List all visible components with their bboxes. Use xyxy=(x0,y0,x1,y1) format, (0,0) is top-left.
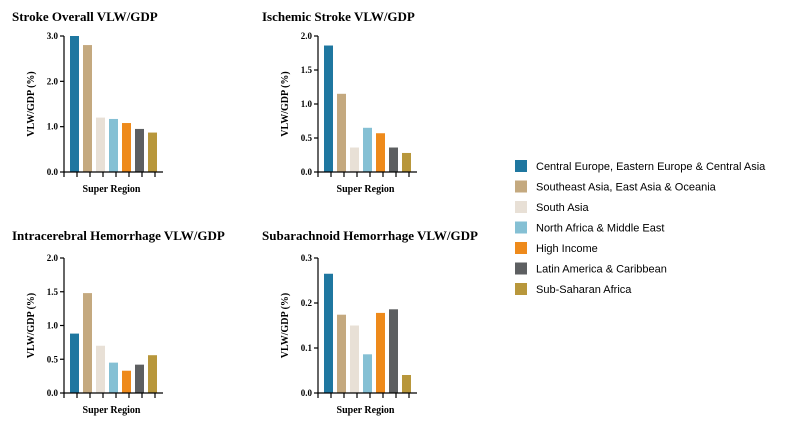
y-axis-label: VLW/GDP (%) xyxy=(26,71,37,136)
y-tick-label: 0.0 xyxy=(301,167,313,177)
legend-swatch xyxy=(515,242,527,254)
chart-3: Intracerebral Hemorrhage VLW/GDP 0.0 0.5 1.… xyxy=(12,228,225,416)
legend-item: Sub-Saharan Africa xyxy=(515,283,632,296)
bar-4 xyxy=(109,362,118,393)
bar-4 xyxy=(109,118,118,172)
bar-1 xyxy=(324,45,333,172)
bar-3 xyxy=(350,147,359,172)
bar-2 xyxy=(337,314,346,393)
charts-layer: Stroke Overall VLW/GDP 0.0 1.0 2.0 3.0 VLW/GD… xyxy=(12,9,478,416)
legend-swatch xyxy=(515,201,527,213)
legend-swatch xyxy=(515,160,527,172)
bar-3 xyxy=(96,345,105,393)
bar-5 xyxy=(122,123,131,172)
y-tick-label: 1.5 xyxy=(301,65,313,75)
bar-2 xyxy=(83,45,92,172)
chart-4: Subarachnoid Hemorrhage VLW/GDP 0.0 0.1 0.2… xyxy=(262,228,478,416)
bar-2 xyxy=(337,93,346,172)
y-tick-label: 0.1 xyxy=(301,343,313,353)
legend-item: Latin America & Caribbean xyxy=(515,262,667,276)
legend-label: South Asia xyxy=(536,202,589,214)
bar-6 xyxy=(135,364,144,393)
bar-3 xyxy=(96,117,105,172)
chart-title: Ischemic Stroke VLW/GDP xyxy=(262,9,415,24)
bar-6 xyxy=(389,147,398,172)
bar-3 xyxy=(350,325,359,393)
legend-swatch xyxy=(515,221,527,234)
legend-item: North Africa & Middle East xyxy=(515,221,664,235)
legend-label: Latin America & Caribbean xyxy=(536,264,667,276)
y-tick-label: 0.0 xyxy=(301,388,313,398)
y-tick-label: 1.5 xyxy=(47,287,59,297)
y-tick-label: 0.0 xyxy=(47,167,59,177)
bar-7 xyxy=(402,152,411,172)
bar-7 xyxy=(148,132,157,172)
bar-7 xyxy=(148,355,157,393)
y-tick-label: 1.0 xyxy=(47,122,59,132)
y-tick-label: 0.5 xyxy=(47,354,59,364)
legend-item: South Asia xyxy=(515,201,589,214)
legend: Central Europe, Eastern Europe & Central… xyxy=(515,160,766,296)
y-tick-label: 1.0 xyxy=(47,321,59,331)
legend-label: Central Europe, Eastern Europe & Central… xyxy=(536,161,766,173)
bar-1 xyxy=(70,333,79,393)
legend-label: Sub-Saharan Africa xyxy=(536,284,632,296)
y-tick-label: 0.5 xyxy=(301,133,313,143)
bar-1 xyxy=(70,36,79,172)
chart-title: Stroke Overall VLW/GDP xyxy=(12,9,158,24)
y-tick-label: 2.0 xyxy=(47,76,59,86)
bar-4 xyxy=(363,354,372,393)
legend-item: Southeast Asia, East Asia & Oceania xyxy=(515,180,717,194)
legend-item: High Income xyxy=(515,242,598,255)
bar-2 xyxy=(83,293,92,393)
legend-label: North Africa & Middle East xyxy=(536,223,664,235)
y-tick-label: 2.0 xyxy=(47,253,59,263)
x-axis-label: Super Region xyxy=(337,184,395,195)
bar-6 xyxy=(135,128,144,172)
bar-1 xyxy=(324,273,333,393)
bar-5 xyxy=(122,370,131,393)
y-axis-label: VLW/GDP (%) xyxy=(280,71,291,136)
bar-5 xyxy=(376,312,385,393)
legend-swatch xyxy=(515,283,527,295)
y-tick-label: 0.3 xyxy=(301,253,313,263)
chart-title: Intracerebral Hemorrhage VLW/GDP xyxy=(12,228,225,243)
chart-2: Ischemic Stroke VLW/GDP 0.0 0.5 1.0 1.5 2.0 VL… xyxy=(262,9,417,195)
bar-7 xyxy=(402,375,411,393)
bar-5 xyxy=(376,133,385,172)
bar-6 xyxy=(389,309,398,393)
chart-title: Subarachnoid Hemorrhage VLW/GDP xyxy=(262,228,478,243)
y-tick-label: 2.0 xyxy=(301,31,313,41)
y-tick-label: 1.0 xyxy=(301,99,313,109)
legend-label: High Income xyxy=(536,243,598,255)
x-axis-label: Super Region xyxy=(337,405,395,416)
y-axis-label: VLW/GDP (%) xyxy=(280,293,291,358)
legend-item: Central Europe, Eastern Europe & Central… xyxy=(515,160,766,173)
bar-4 xyxy=(363,127,372,172)
x-axis-label: Super Region xyxy=(83,405,141,416)
legend-label: Southeast Asia, East Asia & Oceania xyxy=(536,182,717,194)
x-axis-label: Super Region xyxy=(83,184,141,195)
chart-1: Stroke Overall VLW/GDP 0.0 1.0 2.0 3.0 VLW/GD… xyxy=(12,9,163,195)
legend-swatch xyxy=(515,262,527,275)
y-axis-label: VLW/GDP (%) xyxy=(26,293,37,358)
y-tick-label: 0.2 xyxy=(301,298,313,308)
legend-swatch xyxy=(515,180,527,193)
y-tick-label: 0.0 xyxy=(47,388,59,398)
y-tick-label: 3.0 xyxy=(47,31,59,41)
